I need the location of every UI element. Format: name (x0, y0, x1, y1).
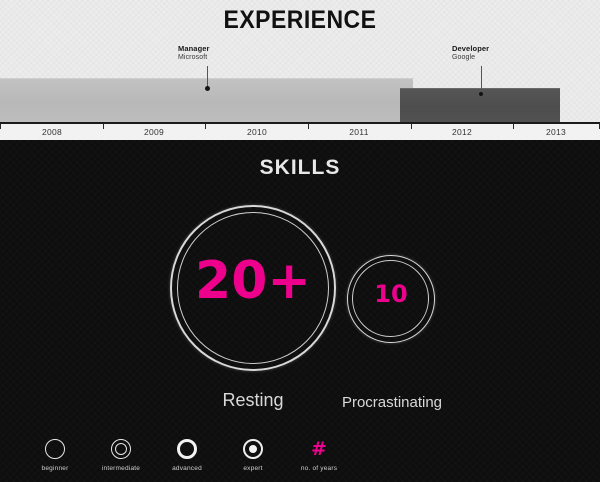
axis-tick (513, 124, 514, 129)
annotation-company: Google (452, 54, 476, 61)
axis-tick (103, 124, 104, 129)
double-ring-icon (177, 212, 329, 364)
skill-circle-resting: 20+ (170, 205, 336, 371)
skills-section: SKILLS 20+ Resting 10 Procrastinating be… (0, 140, 600, 482)
filled-dot-ring-icon (242, 438, 264, 460)
hash-glyph: # (311, 438, 327, 460)
skills-legend: beginner intermediate advanced expert (22, 438, 352, 472)
annotation-developer: Developer Google (452, 44, 489, 61)
timeline-axis-area (0, 124, 600, 140)
axis-tick (411, 124, 412, 129)
legend-label: beginner (41, 465, 69, 472)
legend-label: no. of years (300, 465, 338, 472)
axis-tick (0, 124, 1, 129)
timeline-bar-manager (0, 78, 413, 122)
annotation-role: Manager (178, 44, 210, 53)
legend-item-beginner: beginner (22, 438, 88, 472)
axis-year-label: 2013 (545, 127, 567, 137)
skill-label-procrastinating: Procrastinating (341, 394, 443, 411)
annotation-leader-line-developer (481, 66, 482, 94)
annotation-company: Microsoft (178, 54, 208, 61)
skill-circle-procrastinating: 10 (347, 255, 435, 343)
thick-ring-icon (176, 438, 198, 460)
experience-section: EXPERIENCE Manager Microsoft Developer G… (0, 0, 600, 140)
annotation-role: Developer (452, 44, 490, 53)
axis-year-label: 2011 (349, 127, 369, 137)
double-ring-icon (110, 438, 132, 460)
double-ring-icon (352, 260, 429, 337)
timeline-axis-line (0, 122, 600, 124)
skill-label-resting: Resting (222, 390, 284, 410)
axis-tick (308, 124, 309, 129)
skill-value-procrastinating: 10 (374, 280, 408, 308)
skills-title: SKILLS (259, 156, 341, 179)
hash-icon: # (308, 438, 330, 460)
axis-year-label: 2010 (246, 127, 268, 137)
axis-tick (205, 124, 206, 129)
timeline-dot-icon (479, 92, 483, 96)
annotation-manager: Manager Microsoft (178, 44, 210, 61)
skill-value-resting: 20+ (195, 251, 311, 311)
axis-year-label: 2008 (41, 127, 63, 137)
axis-year-label: 2012 (451, 127, 473, 137)
legend-item-intermediate: intermediate (88, 438, 154, 472)
legend-item-years: # no. of years (286, 438, 352, 472)
legend-item-expert: expert (220, 438, 286, 472)
legend-label: expert (243, 465, 263, 472)
thin-ring-icon (44, 438, 66, 460)
axis-year-label: 2009 (143, 127, 165, 137)
legend-label: intermediate (101, 465, 141, 472)
timeline-dot-icon (205, 86, 210, 91)
legend-item-advanced: advanced (154, 438, 220, 472)
annotation-leader-line-manager (207, 66, 208, 89)
legend-label: advanced (172, 465, 202, 472)
experience-title: EXPERIENCE (223, 6, 377, 34)
